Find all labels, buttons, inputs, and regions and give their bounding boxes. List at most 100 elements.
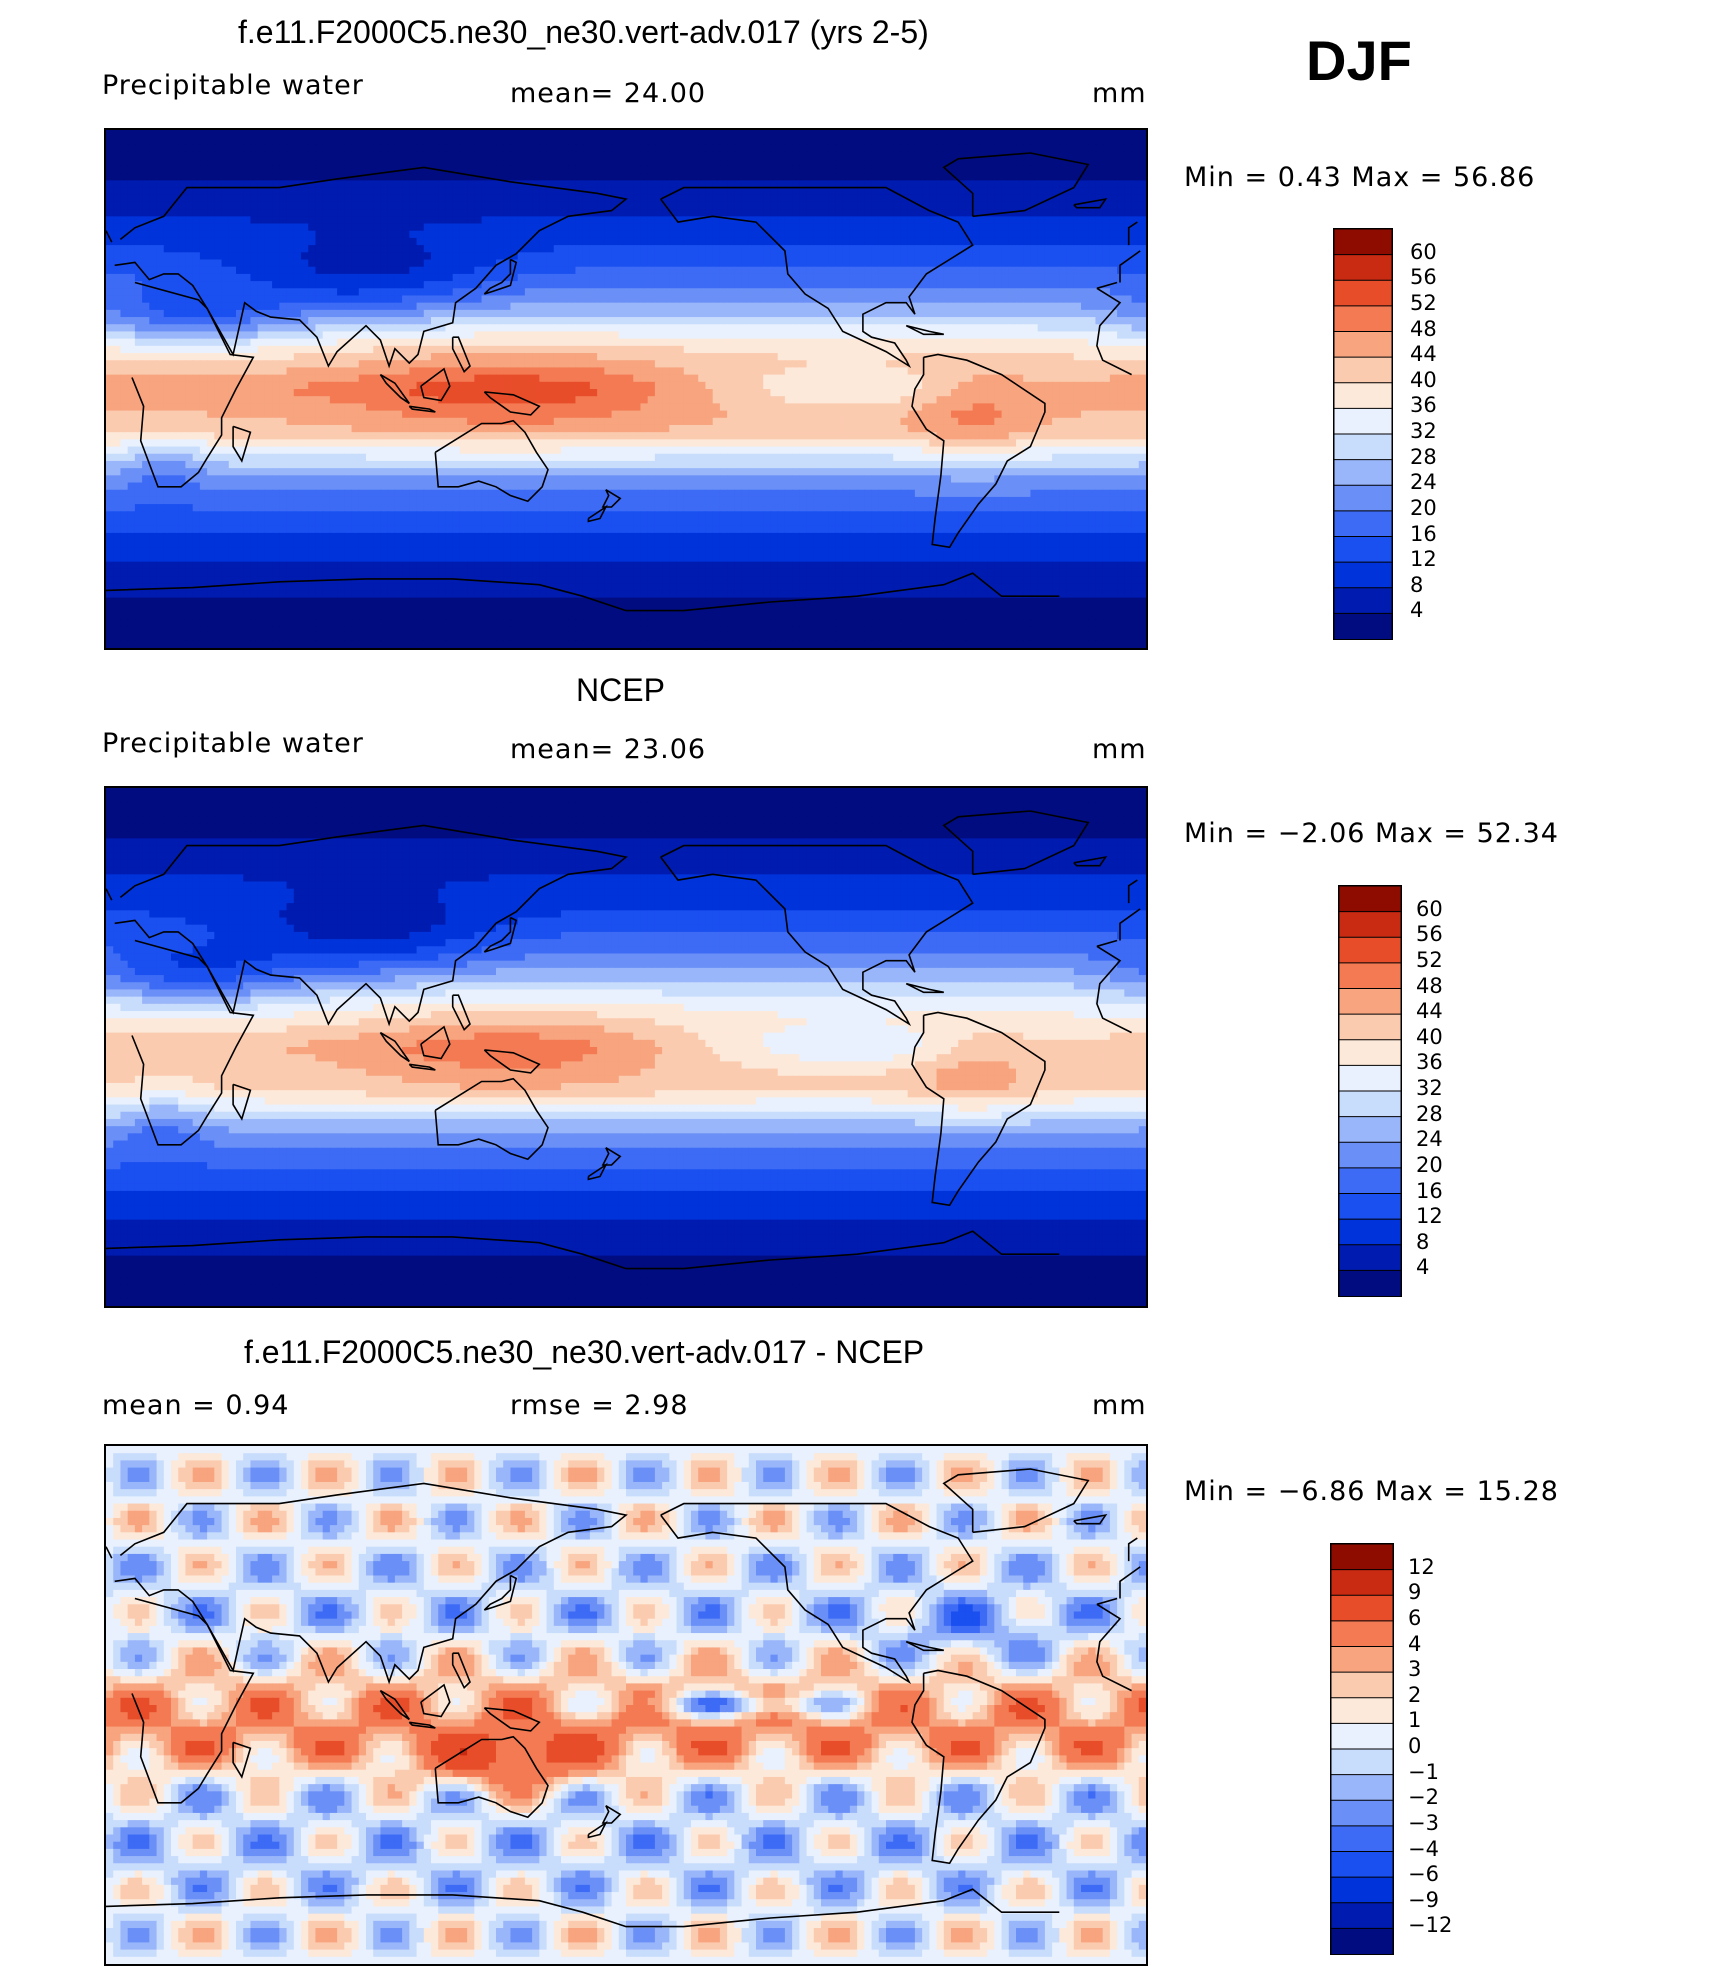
field-cell — [611, 367, 620, 376]
field-cell — [1008, 130, 1017, 138]
field-cell — [142, 144, 150, 153]
field-cell — [647, 331, 656, 340]
field-cell — [893, 230, 902, 239]
field-cell — [597, 237, 605, 246]
field-cell — [849, 209, 858, 217]
field-cell — [358, 281, 367, 289]
field-cell — [257, 252, 266, 261]
field-cell — [987, 223, 995, 232]
field-cell — [943, 230, 952, 239]
field-cell — [821, 252, 829, 261]
field-cell — [857, 194, 865, 203]
field-cell — [1138, 216, 1146, 225]
field-cell — [777, 324, 786, 333]
field-cell — [250, 360, 259, 369]
field-cell — [329, 317, 338, 325]
field-cell — [654, 273, 663, 282]
field-cell — [922, 252, 930, 261]
field-cell — [1124, 201, 1133, 210]
field-cell — [1124, 165, 1133, 174]
field-cell — [741, 130, 750, 138]
field-cell — [214, 281, 223, 289]
field-cell — [315, 137, 324, 145]
field-cell — [192, 252, 201, 261]
field-cell — [886, 331, 894, 340]
field-cell — [972, 158, 981, 167]
field-cell — [568, 273, 577, 282]
field-cell — [597, 331, 605, 340]
field-cell — [1102, 324, 1111, 333]
field-cell — [1001, 302, 1010, 311]
field-cell — [893, 266, 902, 275]
field-cell — [524, 331, 533, 340]
field-cell — [871, 187, 880, 196]
field-cell — [647, 137, 656, 145]
field-cell — [965, 281, 974, 289]
field-cell — [149, 281, 158, 289]
field-cell — [777, 223, 786, 232]
field-cell — [474, 230, 483, 239]
field-cell — [943, 367, 952, 376]
field-cell — [286, 353, 295, 361]
field-cell — [524, 288, 533, 297]
field-cell — [568, 266, 577, 275]
field-cell — [719, 137, 728, 145]
field-cell — [351, 374, 360, 383]
field-cell — [171, 338, 179, 347]
field-cell — [113, 216, 122, 225]
field-cell — [777, 302, 786, 311]
field-cell — [1088, 151, 1097, 160]
field-cell — [951, 137, 959, 145]
field-cell — [777, 367, 786, 376]
field-cell — [763, 187, 772, 196]
field-cell — [741, 158, 750, 167]
field-cell — [199, 367, 208, 376]
field-cell — [683, 266, 692, 275]
field-cell — [813, 137, 822, 145]
field-cell — [669, 201, 678, 210]
field-cell — [748, 273, 757, 282]
field-cell — [611, 360, 620, 369]
field-cell — [308, 302, 317, 311]
field-cell — [575, 360, 584, 369]
field-cell — [683, 374, 692, 383]
field-cell — [864, 209, 873, 217]
field-cell — [546, 173, 555, 181]
field-cell — [907, 288, 916, 297]
field-cell — [756, 165, 764, 174]
field-cell — [886, 180, 894, 189]
field-cell — [712, 158, 721, 167]
field-cell — [878, 230, 887, 239]
field-cell — [727, 353, 735, 361]
field-cell — [987, 187, 995, 196]
field-cell — [1059, 252, 1068, 261]
field-cell — [979, 309, 988, 318]
field-cell — [1023, 360, 1032, 369]
field-cell — [806, 259, 815, 268]
field-cell — [640, 165, 649, 174]
field-cell — [1131, 331, 1140, 340]
field-cell — [1124, 180, 1133, 189]
field-cell — [1066, 281, 1075, 289]
field-cell — [1059, 158, 1068, 167]
field-cell — [488, 317, 497, 325]
field-cell — [236, 230, 244, 239]
field-cell — [120, 317, 129, 325]
field-cell — [575, 259, 584, 268]
field-cell — [943, 259, 952, 268]
field-cell — [994, 288, 1003, 297]
field-cell — [1037, 273, 1046, 282]
field-cell — [611, 302, 620, 311]
field-cell — [1066, 216, 1075, 225]
field-cell — [842, 360, 851, 369]
field-cell — [199, 216, 208, 225]
field-cell — [914, 317, 923, 325]
field-cell — [575, 216, 584, 225]
field-cell — [662, 281, 670, 289]
field-cell — [264, 266, 273, 275]
field-cell — [1066, 259, 1075, 268]
field-cell — [243, 374, 252, 383]
field-cell — [900, 331, 909, 340]
field-cell — [387, 173, 396, 181]
field-cell — [698, 201, 707, 210]
